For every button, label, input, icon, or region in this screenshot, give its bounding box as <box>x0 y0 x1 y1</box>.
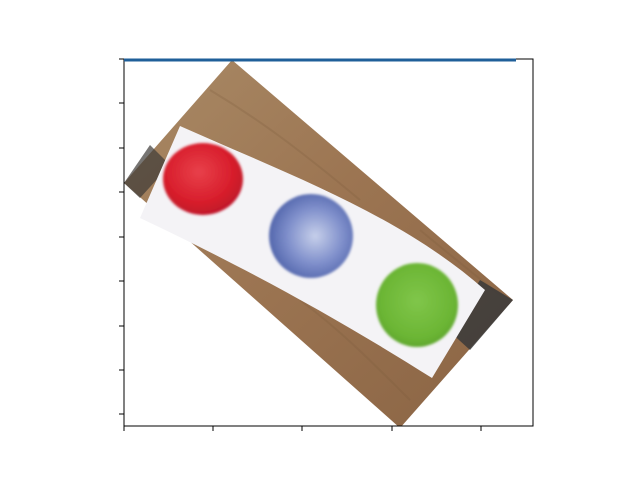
green-dot <box>376 263 458 347</box>
red-dot <box>163 143 243 215</box>
rotated-photo <box>124 60 513 426</box>
x-axis-ticks <box>123 426 482 431</box>
dark-strip-left <box>124 145 170 198</box>
dark-strip <box>448 280 513 350</box>
y-axis-ticks <box>119 58 124 415</box>
blue-dot <box>269 194 353 278</box>
